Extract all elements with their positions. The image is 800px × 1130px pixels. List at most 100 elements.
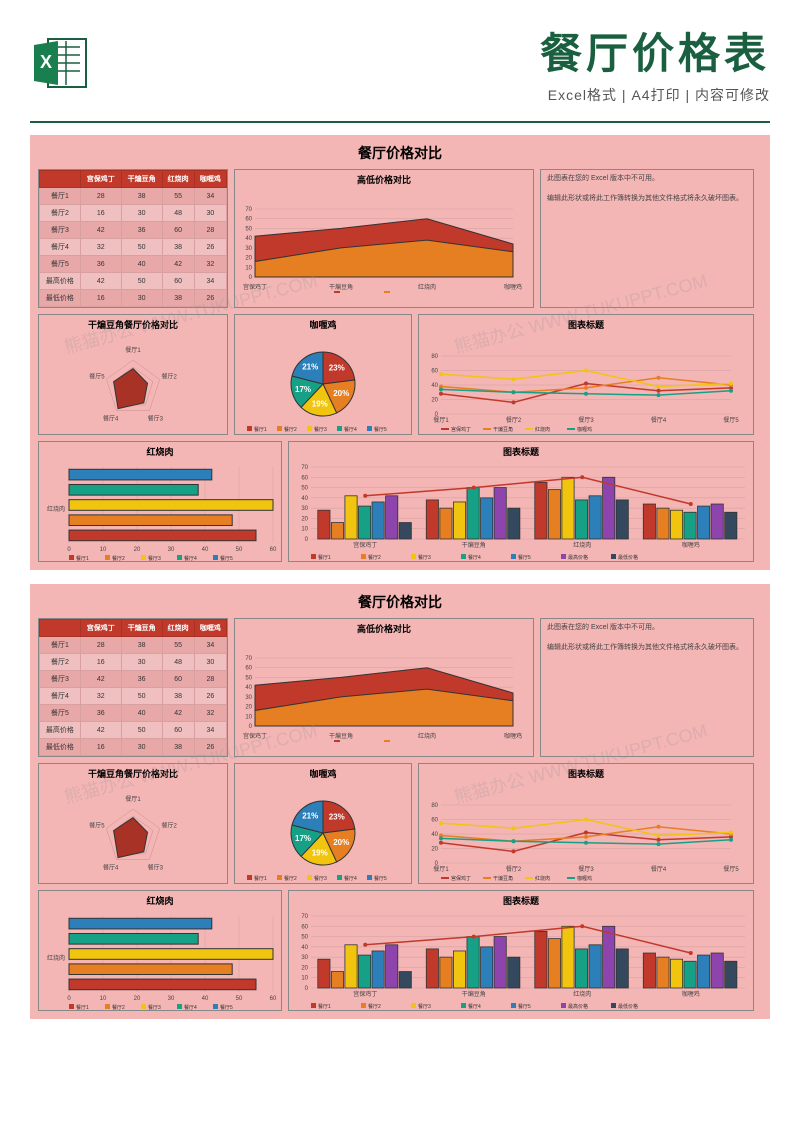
page-subtitle: Excel格式 | A4打印 | 内容可修改 — [110, 85, 770, 105]
svg-text:咖喱鸡: 咖喱鸡 — [577, 875, 592, 882]
area-panel: 高低价格对比 010203040506070宫保鸡丁干煸豆角红烧肉咖喱鸡 — [234, 618, 534, 757]
table-row: 餐厅128385534 — [40, 637, 227, 654]
table-row: 餐厅216304830 — [40, 654, 227, 671]
table-cell: 28 — [194, 222, 226, 239]
table-cell: 38 — [121, 188, 162, 205]
header-divider — [30, 121, 770, 123]
page-title: 餐厅价格表 — [110, 20, 770, 81]
svg-text:餐厅5: 餐厅5 — [220, 1004, 233, 1010]
pie-panel: 咖喱鸡 23%20%19%17%21%餐厅1餐厅2餐厅3餐厅4餐厅5 — [234, 314, 412, 435]
svg-text:红烧肉: 红烧肉 — [535, 875, 550, 882]
table-cell: 餐厅5 — [40, 256, 81, 273]
table-header: 咖喱鸡 — [194, 171, 226, 188]
svg-text:餐厅2: 餐厅2 — [161, 821, 177, 829]
table-cell: 34 — [194, 637, 226, 654]
table-cell: 42 — [80, 273, 121, 290]
svg-text:咖喱鸡: 咖喱鸡 — [682, 541, 700, 549]
svg-text:21%: 21% — [302, 812, 318, 821]
table-cell: 26 — [194, 688, 226, 705]
table-row: 餐厅342366028 — [40, 671, 227, 688]
svg-text:餐厅1: 餐厅1 — [254, 426, 267, 433]
table-cell: 38 — [162, 688, 194, 705]
table-header: 红烧肉 — [162, 620, 194, 637]
hbar-chart: 0102030405060红烧肉餐厅1餐厅2餐厅3餐厅4餐厅5 — [39, 910, 281, 1010]
svg-text:宫保鸡丁: 宫保鸡丁 — [451, 426, 471, 433]
svg-text:干煸豆角: 干煸豆角 — [462, 541, 486, 549]
table-header: 干煸豆角 — [121, 171, 162, 188]
svg-text:餐厅1: 餐厅1 — [76, 555, 89, 561]
table-cell: 26 — [194, 290, 226, 307]
svg-text:50: 50 — [301, 935, 308, 941]
table-cell: 28 — [80, 188, 121, 205]
table-cell: 最高价格 — [40, 722, 81, 739]
table-cell: 50 — [121, 688, 162, 705]
svg-text:餐厅4: 餐厅4 — [344, 875, 357, 882]
grouped-bar-chart: 010203040506070宫保鸡丁干煸豆角红烧肉咖喱鸡餐厅1餐厅2餐厅3餐厅… — [289, 461, 753, 561]
svg-text:宫保鸡丁: 宫保鸡丁 — [451, 875, 471, 882]
svg-text:餐厅2: 餐厅2 — [368, 1003, 381, 1010]
svg-text:0: 0 — [305, 986, 309, 992]
table-cell: 16 — [80, 290, 121, 307]
chart-title: 红烧肉 — [39, 891, 281, 910]
table-cell: 38 — [162, 290, 194, 307]
table-cell: 28 — [80, 637, 121, 654]
excel-icon: X — [30, 33, 110, 93]
svg-text:20: 20 — [134, 547, 141, 553]
table-cell: 30 — [121, 654, 162, 671]
svg-text:20: 20 — [301, 965, 308, 971]
table-cell: 16 — [80, 205, 121, 222]
svg-text:干煸豆角: 干煸豆角 — [493, 426, 513, 433]
table-row: 餐厅216304830 — [40, 205, 227, 222]
svg-text:20: 20 — [431, 847, 438, 853]
pie-panel: 咖喱鸡 23%20%19%17%21%餐厅1餐厅2餐厅3餐厅4餐厅5 — [234, 763, 412, 884]
table-cell: 餐厅3 — [40, 671, 81, 688]
svg-text:餐厅5: 餐厅5 — [723, 865, 739, 873]
table-row: 餐厅128385534 — [40, 188, 227, 205]
svg-text:干煸豆角: 干煸豆角 — [462, 990, 486, 998]
dashboard: 餐厅价格对比 宫保鸡丁干煸豆角红烧肉咖喱鸡餐厅128385534餐厅216304… — [30, 584, 770, 1019]
svg-text:X: X — [40, 52, 52, 72]
table-cell: 60 — [162, 722, 194, 739]
table-cell: 26 — [194, 739, 226, 756]
note-panel: 此图表在您的 Excel 版本中不可用。编辑此形状或将此工作簿转换为其他文件格式… — [540, 169, 754, 308]
table-cell: 55 — [162, 637, 194, 654]
table-row: 餐厅432503826 — [40, 688, 227, 705]
table-cell: 60 — [162, 671, 194, 688]
table-header — [40, 171, 81, 188]
pie-chart: 23%20%19%17%21%餐厅1餐厅2餐厅3餐厅4餐厅5 — [235, 783, 411, 883]
table-header: 宫保鸡丁 — [80, 171, 121, 188]
svg-text:干煸豆角: 干煸豆角 — [329, 283, 353, 291]
table-cell: 60 — [162, 222, 194, 239]
table-cell: 38 — [162, 739, 194, 756]
table-cell: 42 — [80, 722, 121, 739]
chart-title: 咖喱鸡 — [235, 764, 411, 783]
table-cell: 最高价格 — [40, 273, 81, 290]
svg-text:20: 20 — [245, 705, 252, 711]
svg-text:餐厅4: 餐厅4 — [651, 865, 667, 873]
area-chart: 010203040506070宫保鸡丁干煸豆角红烧肉咖喱鸡 — [235, 638, 533, 742]
svg-text:50: 50 — [245, 675, 252, 681]
note-text: 此图表在您的 Excel 版本中不可用。编辑此形状或将此工作簿转换为其他文件格式… — [541, 170, 753, 207]
chart-title: 红烧肉 — [39, 442, 281, 461]
table-header: 宫保鸡丁 — [80, 620, 121, 637]
svg-text:20%: 20% — [333, 838, 349, 847]
pie-chart: 23%20%19%17%21%餐厅1餐厅2餐厅3餐厅4餐厅5 — [235, 334, 411, 434]
svg-text:餐厅1: 餐厅1 — [318, 554, 331, 561]
svg-text:40: 40 — [431, 383, 438, 389]
svg-text:餐厅2: 餐厅2 — [161, 372, 177, 380]
svg-text:餐厅4: 餐厅4 — [103, 415, 119, 423]
hbar-chart: 0102030405060红烧肉餐厅1餐厅2餐厅3餐厅4餐厅5 — [39, 461, 281, 561]
chart-title: 图表标题 — [289, 891, 753, 910]
svg-text:宫保鸡丁: 宫保鸡丁 — [353, 990, 377, 998]
table-cell: 餐厅1 — [40, 188, 81, 205]
table-row: 餐厅536404232 — [40, 705, 227, 722]
svg-text:餐厅4: 餐厅4 — [344, 426, 357, 433]
svg-text:餐厅3: 餐厅3 — [314, 875, 327, 882]
table-cell: 34 — [194, 273, 226, 290]
chart-title: 咖喱鸡 — [235, 315, 411, 334]
svg-text:60: 60 — [245, 217, 252, 223]
svg-text:23%: 23% — [329, 363, 345, 372]
chart-title: 高低价格对比 — [235, 170, 533, 189]
svg-text:餐厅5: 餐厅5 — [518, 1003, 531, 1010]
svg-text:最低价格: 最低价格 — [618, 554, 638, 561]
